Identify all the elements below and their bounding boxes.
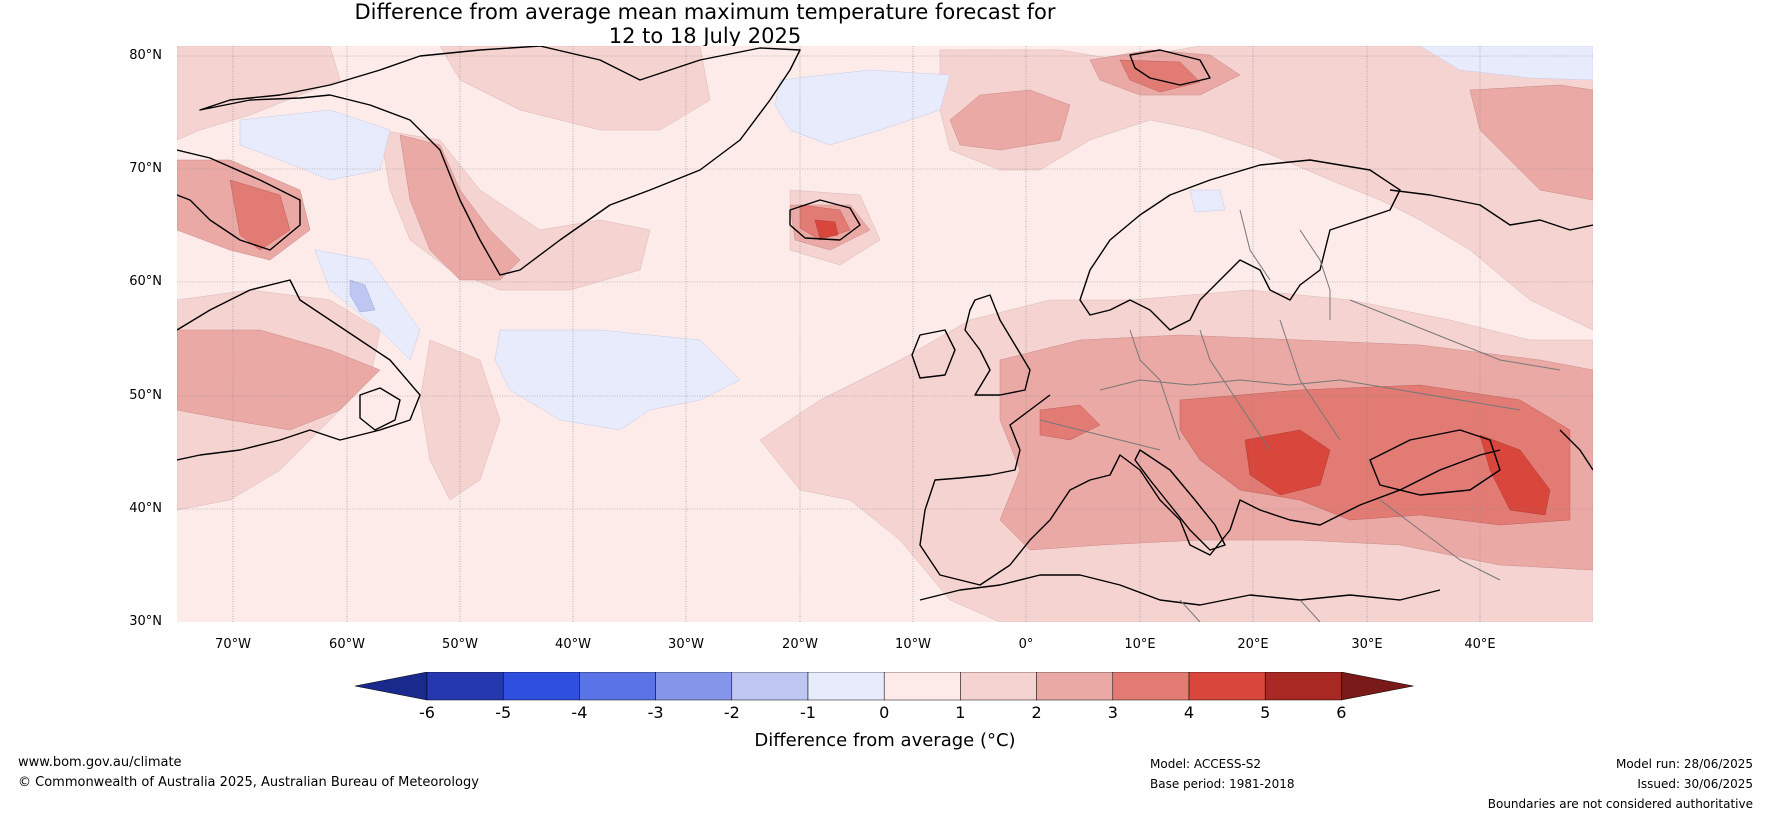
- lon-label-50w: 50°W: [442, 637, 478, 652]
- lat-label-50n: 50°N: [129, 388, 162, 403]
- coastline-newfoundland: [359, 387, 401, 431]
- colorbar-tick-label: -3: [647, 703, 664, 722]
- colorbar-tick-label: -6: [419, 703, 435, 722]
- coastline-ireland: [911, 329, 956, 379]
- colorbar-bin: [426, 672, 504, 701]
- lon-label-70w: 70°W: [215, 637, 251, 652]
- title-line-1: Difference from average mean maximum tem…: [354, 0, 1056, 24]
- colorbar-tick-label: 5: [1260, 703, 1271, 722]
- coastline-canada: [177, 279, 421, 461]
- forecast-map: [177, 46, 1593, 622]
- anomaly-region-3-4: [229, 179, 291, 251]
- colorbar-bin: [960, 672, 1037, 701]
- lon-label-40w: 40°W: [555, 637, 591, 652]
- lat-label-30n: 30°N: [129, 614, 162, 629]
- colorbar-tick-label: -5: [495, 703, 512, 722]
- title-line-2: 12 to 18 July 2025: [608, 24, 802, 48]
- map-field: [177, 46, 1593, 622]
- lon-label-40e: 40°E: [1464, 637, 1496, 652]
- anomaly-region-4-5: [814, 219, 839, 239]
- lon-label-20w: 20°W: [782, 637, 818, 652]
- disclaimer-text: Boundaries are not considered authoritat…: [1487, 797, 1753, 811]
- anomaly-region-2-3: [1469, 84, 1593, 201]
- colorbar-tick-label: 1: [955, 703, 966, 722]
- lon-label-0: 0°: [1018, 637, 1034, 652]
- colorbar-bin: [883, 672, 961, 701]
- anomaly-region-2-3: [949, 89, 1071, 151]
- model-text: Model: ACCESS-S2: [1150, 757, 1262, 771]
- lat-label-60n: 60°N: [129, 274, 162, 289]
- lat-label-80n: 80°N: [129, 48, 162, 63]
- anomaly-region-neg1-0: [1189, 189, 1226, 213]
- website-link[interactable]: www.bom.gov.au/climate: [18, 755, 182, 770]
- lon-label-30w: 30°W: [668, 637, 704, 652]
- country-borders: [1039, 209, 1561, 622]
- anomaly-region-2-3: [177, 329, 381, 431]
- colorbar-bin: [655, 672, 733, 701]
- copyright-text: © Commonwealth of Australia 2025, Austra…: [18, 775, 479, 790]
- colorbar-bin: [502, 672, 580, 701]
- coastline-north-africa: [919, 574, 1441, 606]
- coastline-russia-north: [1389, 189, 1593, 231]
- colorbar-tick-label: 2: [1031, 703, 1042, 722]
- colorbar-bin: [731, 672, 809, 701]
- colorbar-bin: [1264, 672, 1342, 701]
- colorbar-tick-label: -4: [571, 703, 588, 722]
- coastline-svalbard: [1129, 49, 1211, 86]
- colorbar-bin: [1036, 672, 1114, 701]
- base-period-text: Base period: 1981-2018: [1150, 777, 1295, 791]
- anomaly-region-neg1-0: [239, 109, 391, 181]
- colorbar-label: Difference from average (°C): [754, 730, 1016, 751]
- model-run-text: Model run: 28/06/2025: [1615, 757, 1753, 771]
- anomaly-region-neg2-neg1: [349, 279, 376, 313]
- coastline-europe-west: [919, 394, 1501, 586]
- coastline-iceland: [789, 199, 861, 241]
- colorbar-extend-low: [354, 672, 428, 701]
- issued-text: Issued: 30/06/2025: [1637, 777, 1753, 791]
- coastline-great-britain: [964, 294, 1031, 396]
- coastline-baffin-island: [177, 149, 301, 251]
- lon-label-30e: 30°E: [1351, 637, 1383, 652]
- coastline-caspian: [1559, 429, 1593, 471]
- anomaly-region-1-2: [939, 46, 1593, 331]
- colorbar: [354, 672, 1414, 701]
- colorbar-extend-high: [1341, 672, 1414, 701]
- colorbar-bin: [579, 672, 656, 701]
- coastline-black-sea: [1369, 429, 1501, 496]
- anomaly-region-1-2: [177, 46, 341, 141]
- anomaly-region-2-3: [399, 134, 521, 281]
- colorbar-bin: [807, 672, 885, 701]
- anomaly-region-neg1-0: [494, 329, 741, 431]
- colorbar-tick-label: 3: [1107, 703, 1118, 722]
- lon-label-60w: 60°W: [329, 637, 365, 652]
- colorbar-tick-label: 4: [1183, 703, 1195, 722]
- anomaly-region-neg1-0: [1419, 46, 1593, 81]
- colorbar-tick-label: -2: [723, 703, 740, 722]
- coastline-italy: [1134, 449, 1226, 551]
- lat-label-70n: 70°N: [129, 161, 162, 176]
- lat-label-40n: 40°N: [129, 501, 162, 516]
- colorbar-bin: [1188, 672, 1266, 701]
- coastline-greenland: [199, 46, 801, 276]
- lon-label-20e: 20°E: [1237, 637, 1269, 652]
- map-title: Difference from average mean maximum tem…: [0, 0, 1410, 48]
- anomaly-region-1-2: [439, 46, 711, 131]
- anomaly-region-4-5: [1479, 434, 1551, 516]
- colorbar-bin: [1112, 672, 1190, 701]
- colorbar-tick-label: 6: [1336, 703, 1347, 722]
- anomaly-region-1-2: [419, 339, 501, 501]
- anomaly-region-neg1-0: [774, 69, 951, 146]
- colorbar-tick-label: 0: [879, 703, 890, 722]
- coastlines: [177, 46, 1593, 606]
- graticule: [177, 46, 1593, 622]
- colorbar-tick-label: -1: [800, 703, 816, 722]
- coastline-scandinavia: [1079, 159, 1401, 331]
- lon-label-10e: 10°E: [1124, 637, 1156, 652]
- lon-label-10w: 10°W: [895, 637, 931, 652]
- anomaly-region-4-5: [1244, 429, 1331, 496]
